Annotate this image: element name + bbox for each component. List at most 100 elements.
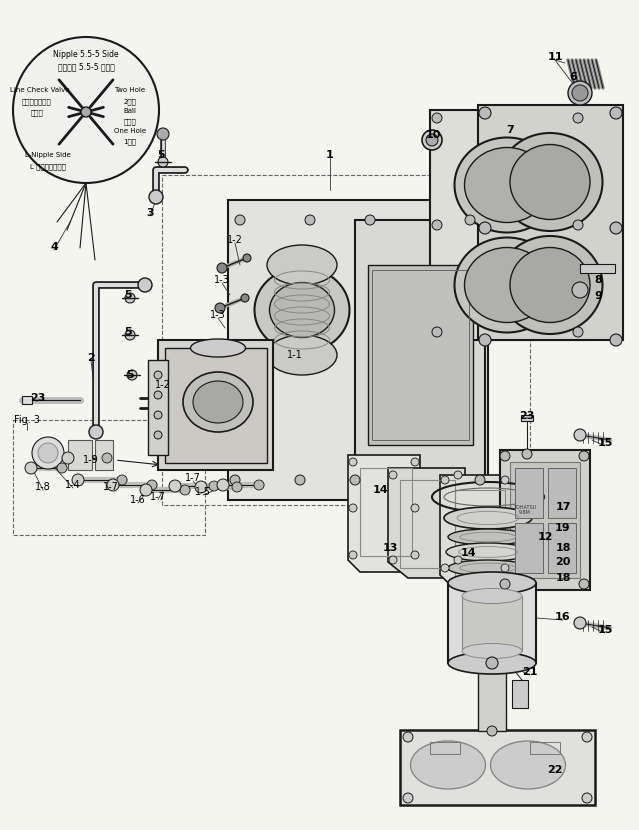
Text: ニップル 5.5-5 サイド: ニップル 5.5-5 サイド (58, 62, 114, 71)
Bar (400, 730, 595, 805)
Bar (430, 742, 460, 754)
Ellipse shape (448, 652, 536, 674)
Circle shape (169, 480, 181, 492)
Circle shape (13, 37, 159, 183)
Text: Nipple 5.5-5 Side: Nipple 5.5-5 Side (53, 50, 119, 59)
Ellipse shape (448, 560, 528, 576)
Bar (500, 450, 590, 590)
Text: 19: 19 (555, 523, 571, 533)
Text: TOHATSU
9.8M: TOHATSU 9.8M (514, 505, 537, 515)
Circle shape (479, 334, 491, 346)
Text: 1-4: 1-4 (65, 480, 81, 490)
Circle shape (38, 443, 58, 463)
Bar (68, 440, 92, 470)
Polygon shape (388, 468, 465, 578)
Circle shape (243, 254, 251, 262)
Text: 1-3: 1-3 (214, 275, 230, 285)
Bar (228, 200, 488, 500)
Bar (165, 348, 267, 463)
Text: ボール: ボール (123, 118, 136, 124)
Circle shape (501, 476, 509, 484)
Text: 1-3: 1-3 (210, 310, 226, 320)
Circle shape (235, 215, 245, 225)
Bar (372, 270, 469, 440)
Text: 14: 14 (460, 548, 476, 558)
Text: 1-8: 1-8 (35, 482, 51, 492)
Text: 15: 15 (597, 625, 613, 635)
Circle shape (403, 732, 413, 742)
Circle shape (411, 458, 419, 466)
Bar (22, 396, 32, 404)
Ellipse shape (254, 267, 350, 353)
Circle shape (389, 556, 397, 564)
Circle shape (454, 471, 462, 479)
Text: 1-2: 1-2 (155, 380, 171, 390)
Circle shape (140, 484, 152, 496)
Bar (521, 415, 533, 421)
Circle shape (89, 425, 103, 439)
Bar (158, 340, 273, 470)
Ellipse shape (465, 148, 550, 222)
Bar (548, 468, 576, 518)
Ellipse shape (498, 133, 603, 231)
Ellipse shape (444, 507, 532, 529)
Bar (368, 265, 473, 445)
Circle shape (411, 551, 419, 559)
Circle shape (610, 107, 622, 119)
Circle shape (411, 504, 419, 512)
Ellipse shape (448, 529, 528, 545)
Circle shape (365, 215, 375, 225)
Text: 17: 17 (555, 502, 571, 512)
Text: 5: 5 (126, 370, 134, 380)
Circle shape (582, 793, 592, 803)
Ellipse shape (193, 381, 243, 423)
Text: 8: 8 (594, 275, 602, 285)
Circle shape (147, 480, 157, 490)
Circle shape (574, 617, 586, 629)
Ellipse shape (465, 247, 550, 323)
Circle shape (522, 449, 532, 459)
Circle shape (349, 458, 357, 466)
Circle shape (389, 471, 397, 479)
Bar (515, 468, 543, 518)
Text: 21: 21 (522, 667, 538, 677)
Circle shape (610, 222, 622, 234)
Text: 13: 13 (382, 543, 397, 553)
Ellipse shape (454, 237, 560, 333)
Text: L-Nipple Side: L-Nipple Side (25, 152, 71, 158)
Text: Two Hole: Two Hole (114, 87, 146, 93)
Circle shape (479, 222, 491, 234)
Bar (355, 220, 485, 485)
Circle shape (195, 481, 207, 493)
Bar (430, 110, 585, 340)
Bar (462, 596, 522, 651)
Text: 1-5: 1-5 (195, 487, 211, 497)
Circle shape (579, 579, 589, 589)
Circle shape (102, 453, 112, 463)
Bar (360, 468, 412, 556)
Text: 10: 10 (426, 130, 441, 140)
Bar (530, 742, 560, 754)
Circle shape (81, 107, 91, 117)
Circle shape (138, 278, 152, 292)
Ellipse shape (183, 372, 253, 432)
Circle shape (230, 475, 240, 485)
Circle shape (349, 551, 357, 559)
Bar (515, 523, 543, 573)
Circle shape (432, 113, 442, 123)
Circle shape (479, 107, 491, 119)
Text: 23: 23 (30, 393, 45, 403)
Circle shape (568, 81, 592, 105)
Circle shape (573, 113, 583, 123)
Circle shape (217, 263, 227, 273)
Text: 5: 5 (157, 150, 165, 160)
Ellipse shape (270, 282, 334, 338)
Text: 6: 6 (569, 72, 577, 82)
Circle shape (107, 479, 119, 491)
Circle shape (305, 215, 315, 225)
Text: 9: 9 (594, 291, 602, 301)
Text: 4: 4 (50, 242, 58, 252)
Bar (95, 440, 113, 470)
Bar (13, 420, 205, 535)
Bar (478, 105, 623, 340)
